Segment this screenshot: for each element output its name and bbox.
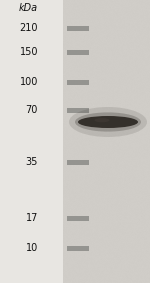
Text: 35: 35 <box>26 157 38 167</box>
Text: 100: 100 <box>20 77 38 87</box>
Ellipse shape <box>78 116 138 128</box>
Bar <box>67 25 89 31</box>
Ellipse shape <box>94 118 110 122</box>
Text: kDa: kDa <box>19 3 38 13</box>
Bar <box>67 80 89 85</box>
Bar <box>63 0 150 283</box>
Bar <box>67 245 89 250</box>
Text: 210: 210 <box>20 23 38 33</box>
Text: 17: 17 <box>26 213 38 223</box>
Text: 70: 70 <box>26 105 38 115</box>
Bar <box>67 160 89 164</box>
Text: 150: 150 <box>20 47 38 57</box>
Ellipse shape <box>75 112 141 132</box>
Bar <box>67 108 89 113</box>
Text: 10: 10 <box>26 243 38 253</box>
Ellipse shape <box>69 107 147 137</box>
Bar <box>67 50 89 55</box>
Bar <box>67 215 89 220</box>
